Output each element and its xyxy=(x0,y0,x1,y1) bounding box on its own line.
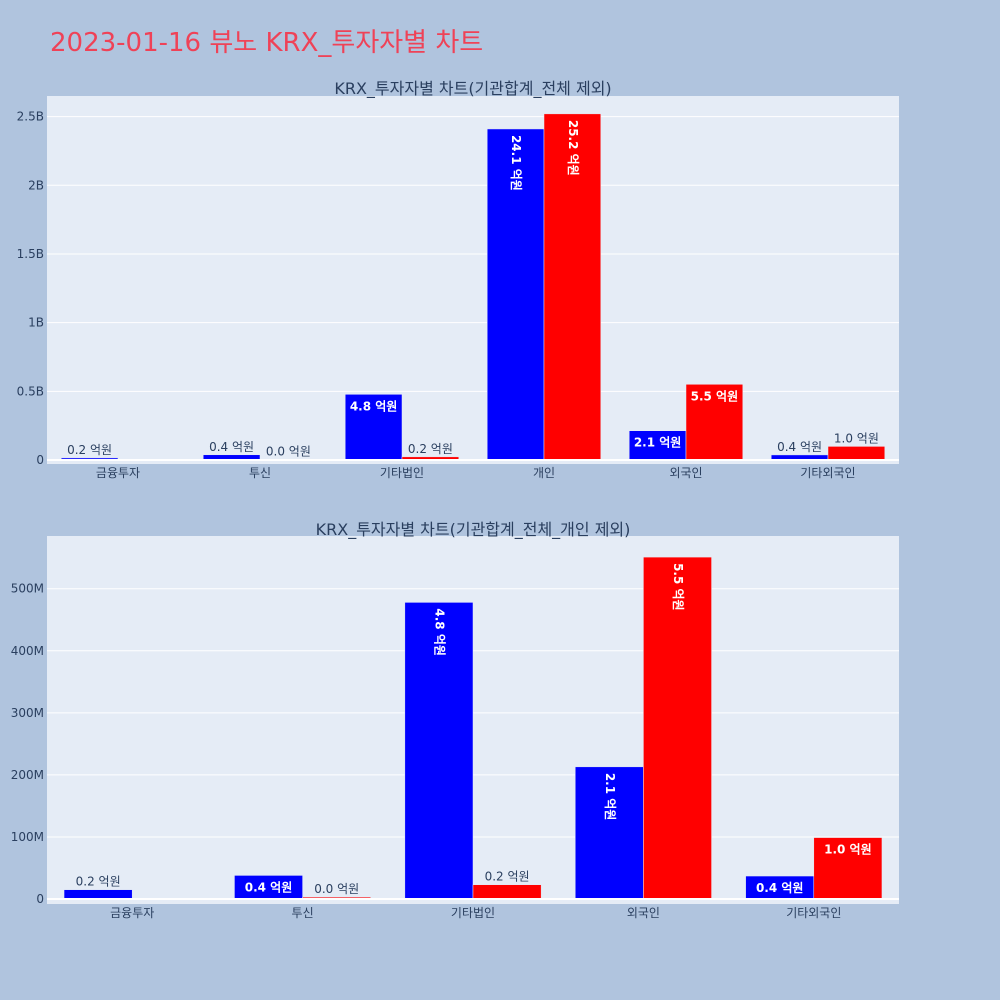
y-tick-label: 2.5B xyxy=(17,110,44,124)
bar-a xyxy=(344,394,403,461)
y-tick-label: 2B xyxy=(28,178,44,192)
y-tick-label: 1B xyxy=(28,316,44,330)
bar-b xyxy=(685,384,744,461)
data-label: 1.0 억원 xyxy=(834,431,879,445)
data-label: 2.1 억원 xyxy=(603,773,617,821)
data-label: 0.4 억원 xyxy=(209,440,254,454)
data-label: 0.4 억원 xyxy=(245,880,293,894)
data-label: 0.4 억원 xyxy=(756,881,804,895)
data-label: 0.0 억원 xyxy=(314,882,359,896)
chart-title: KRX_투자자별 차트(기관합계_전체 제외) xyxy=(334,79,611,99)
x-tick-label: 기타외국인 xyxy=(786,906,841,920)
bar-b xyxy=(827,446,886,461)
data-label: 0.0 억원 xyxy=(266,445,311,459)
data-label: 2.1 억원 xyxy=(634,436,682,450)
y-tick-label: 0 xyxy=(36,892,44,906)
x-tick-label: 외국인 xyxy=(669,466,702,480)
data-label: 0.2 억원 xyxy=(485,870,530,884)
y-tick-label: 0.5B xyxy=(17,384,44,398)
y-tick-label: 100M xyxy=(11,830,44,844)
bar-a xyxy=(404,602,474,900)
bar-b xyxy=(543,113,602,461)
bar-a xyxy=(486,128,545,461)
x-tick-label: 기타외국인 xyxy=(800,466,855,480)
y-tick-label: 400M xyxy=(11,644,44,658)
y-tick-label: 200M xyxy=(11,768,44,782)
bar-a xyxy=(63,889,133,900)
y-tick-label: 300M xyxy=(11,706,44,720)
bar-b xyxy=(643,556,712,900)
data-label: 0.2 억원 xyxy=(67,443,112,457)
data-label: 0.4 억원 xyxy=(777,440,822,454)
data-label: 25.2 억원 xyxy=(566,120,580,176)
y-tick-label: 500M xyxy=(11,582,44,596)
bar-b xyxy=(472,884,542,900)
data-label: 4.8 억원 xyxy=(432,608,446,656)
x-tick-label: 금융투자 xyxy=(110,906,154,920)
plot-area xyxy=(47,96,899,464)
x-tick-label: 투신 xyxy=(249,466,271,480)
bar-a xyxy=(628,430,687,461)
x-tick-label: 기타법인 xyxy=(451,906,495,920)
bar-b xyxy=(813,837,883,900)
data-label: 0.2 억원 xyxy=(76,875,121,889)
data-label: 24.1 억원 xyxy=(509,135,523,191)
data-label: 0.2 억원 xyxy=(408,442,453,456)
data-label: 5.5 억원 xyxy=(691,389,739,403)
x-tick-label: 외국인 xyxy=(627,906,660,920)
x-tick-label: 투신 xyxy=(292,906,314,920)
x-tick-label: 기타법인 xyxy=(380,466,424,480)
chart-title: KRX_투자자별 차트(기관합계_전체_개인 제외) xyxy=(316,520,631,540)
data-label: 1.0 억원 xyxy=(824,843,872,857)
x-tick-label: 개인 xyxy=(533,466,555,480)
y-tick-label: 1.5B xyxy=(17,247,44,261)
data-label: 5.5 억원 xyxy=(671,563,685,611)
data-label: 4.8 억원 xyxy=(350,399,398,413)
y-tick-label: 0 xyxy=(36,453,44,467)
x-tick-label: 금융투자 xyxy=(96,466,140,480)
page-title: 2023-01-16 뷰노 KRX_투자자별 차트 xyxy=(50,28,484,58)
